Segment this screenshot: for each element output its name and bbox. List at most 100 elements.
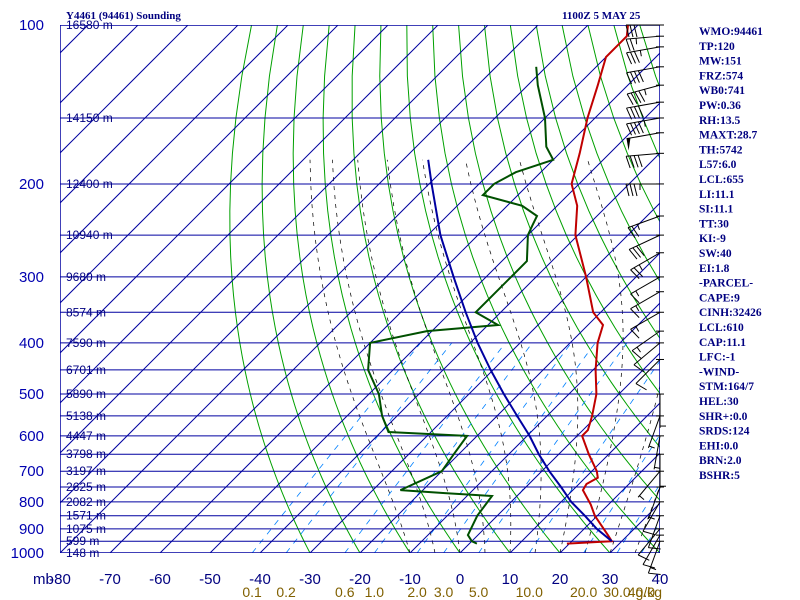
barb-staff bbox=[642, 534, 661, 565]
wind-barbs bbox=[625, 24, 666, 575]
pressure-tick-label: 600 bbox=[19, 428, 44, 445]
mixing-ratio-tick-label: 0.1 bbox=[242, 584, 262, 600]
barb-staff bbox=[628, 234, 661, 250]
barb-feather bbox=[637, 554, 650, 561]
index-entry: STM:164/7 bbox=[699, 381, 754, 393]
index-entry: CAPE:9 bbox=[699, 292, 740, 304]
wind-barb bbox=[625, 152, 664, 169]
isotherm bbox=[259, 152, 660, 553]
barb-feather bbox=[628, 249, 638, 260]
barb-feather bbox=[629, 71, 636, 84]
barb-feather bbox=[633, 71, 640, 83]
index-entry: RH:13.5 bbox=[699, 115, 740, 127]
barb-staff bbox=[631, 330, 661, 352]
height-label: 2625 m bbox=[66, 480, 106, 494]
barb-staff bbox=[626, 152, 661, 157]
barb-half-feather bbox=[639, 50, 642, 57]
isotherm bbox=[60, 25, 589, 553]
mixing-ratio-tick-label: 10.0 bbox=[516, 584, 543, 600]
grid-lines bbox=[60, 25, 660, 553]
index-entry: TH:5742 bbox=[699, 144, 743, 156]
barb-half-feather bbox=[639, 495, 645, 500]
barb-staff bbox=[626, 101, 661, 109]
barb-feather bbox=[625, 38, 631, 52]
barb-feather bbox=[626, 72, 633, 85]
isotherm bbox=[60, 25, 389, 354]
isotherm bbox=[109, 25, 639, 553]
barb-feather bbox=[637, 121, 644, 134]
barb-staff bbox=[626, 46, 661, 54]
height-label: 3798 m bbox=[66, 447, 106, 461]
temperature-tick-label: -40 bbox=[249, 571, 271, 588]
barb-feather bbox=[634, 91, 642, 103]
height-label: 599 m bbox=[66, 534, 99, 548]
pressure-tick-label: 1000 bbox=[11, 545, 44, 562]
pressure-tick-label: 500 bbox=[19, 386, 44, 403]
dry-adiabat bbox=[535, 25, 660, 340]
dry-adiabat bbox=[351, 25, 511, 553]
isotherm bbox=[60, 25, 289, 254]
height-label: 2082 m bbox=[66, 495, 106, 509]
barb-feather bbox=[629, 122, 636, 135]
barb-staff bbox=[647, 515, 661, 548]
wind-barb bbox=[630, 252, 664, 279]
isotherm bbox=[309, 202, 660, 553]
isotherm bbox=[60, 25, 539, 504]
mixing-ratio-line bbox=[478, 342, 628, 553]
height-label: 12400 m bbox=[66, 177, 113, 191]
mixing-ratio-tick-label: 0.2 bbox=[276, 584, 296, 600]
wind-barb bbox=[630, 311, 664, 339]
index-entry: LFC:-1 bbox=[699, 352, 736, 364]
index-entry: BSHR:5 bbox=[699, 470, 740, 482]
temperature-tick-label: -20 bbox=[349, 571, 371, 588]
barb-feather bbox=[633, 24, 638, 38]
height-label: 8574 m bbox=[66, 305, 106, 319]
wind-barb bbox=[626, 46, 664, 65]
barb-flag bbox=[626, 137, 631, 151]
barb-staff bbox=[653, 435, 661, 470]
dry-adiabat bbox=[769, 25, 800, 553]
mixing-ratio-unit: g/kg bbox=[636, 584, 662, 600]
index-entry: -WIND- bbox=[699, 366, 739, 378]
barb-feather bbox=[629, 51, 636, 64]
barb-staff bbox=[630, 276, 661, 295]
height-label: 9680 m bbox=[66, 270, 106, 284]
isotherm bbox=[459, 352, 660, 553]
wind-barb bbox=[625, 24, 664, 38]
pressure-tick-label: 200 bbox=[19, 176, 44, 193]
barb-half-feather bbox=[636, 346, 641, 353]
barb-feather bbox=[631, 350, 642, 360]
barb-feather bbox=[642, 564, 656, 569]
barb-half-feather bbox=[635, 305, 640, 312]
height-label: 4447 m bbox=[66, 429, 106, 443]
parcel-line bbox=[427, 159, 613, 542]
moist-adiabat bbox=[609, 384, 660, 553]
index-entry: LI:11.1 bbox=[699, 189, 735, 201]
dry-adiabat bbox=[379, 25, 561, 553]
mixing-ratio-tick-label: 40.0 bbox=[628, 584, 655, 600]
barb-half-feather bbox=[648, 516, 655, 520]
barb-feather bbox=[626, 52, 633, 65]
height-label: 1571 m bbox=[66, 509, 106, 523]
wind-barb bbox=[647, 540, 664, 575]
barb-staff bbox=[630, 311, 661, 330]
barb-staff bbox=[637, 528, 661, 556]
temperature-tick-label: -50 bbox=[199, 571, 221, 588]
barb-feather bbox=[633, 122, 640, 134]
mixing-ratio-tick-label: 30.0 bbox=[603, 584, 630, 600]
temperature-tick-label: -70 bbox=[99, 571, 121, 588]
barb-staff bbox=[630, 252, 661, 271]
barb-feather bbox=[629, 107, 636, 119]
mixing-ratio-tick-label: 0.6 bbox=[335, 584, 355, 600]
index-entry: BRN:2.0 bbox=[699, 455, 742, 467]
barb-staff bbox=[637, 470, 661, 498]
index-entry: EHI:0.0 bbox=[699, 440, 739, 452]
mixing-ratio-lines bbox=[251, 342, 660, 553]
index-entry: CINH:32426 bbox=[699, 307, 762, 319]
dry-adiabat bbox=[261, 25, 361, 553]
index-entry: L57:6.0 bbox=[699, 159, 737, 171]
barb-staff bbox=[633, 342, 661, 366]
wind-barb bbox=[635, 358, 664, 391]
barb-feather bbox=[630, 293, 640, 304]
barb-feather bbox=[629, 24, 634, 38]
